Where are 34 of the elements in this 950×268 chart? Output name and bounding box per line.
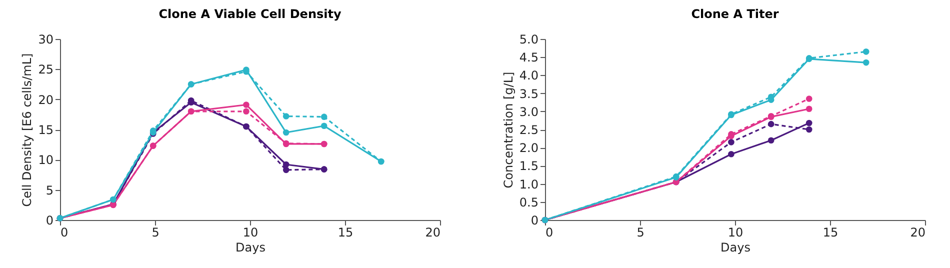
y-tick-label: 25	[38, 62, 54, 77]
y-tick-label: 10	[38, 153, 54, 168]
x-tick-label: 20	[910, 226, 926, 240]
y-tick-label: 2.5	[519, 123, 538, 137]
y-tick-label: 0	[46, 214, 54, 228]
x-tick-label: 10	[242, 226, 258, 240]
chart-title: Clone A Viable Cell Density	[158, 7, 342, 21]
y-tick-label: 5.0	[519, 32, 538, 46]
x-axis-title: Days	[720, 240, 750, 254]
y-tick-label: 3.5	[519, 86, 538, 101]
y-tick-label: 4.5	[519, 50, 538, 65]
x-tick-label: 10	[728, 226, 744, 240]
x-tick-label: 0	[60, 226, 68, 240]
y-tick-label: 1.0	[519, 177, 538, 192]
y-tick-label: 3.0	[519, 104, 538, 119]
x-tick-label: 0	[546, 226, 554, 240]
x-tick-label: 15	[338, 226, 354, 240]
chart-title: Clone A Titer	[691, 7, 779, 21]
y-tick-label: 4.0	[519, 68, 538, 83]
y-tick-label: 1.5	[519, 159, 538, 174]
x-tick-label: 15	[822, 226, 838, 240]
y-tick-label: 5	[46, 183, 54, 198]
x-tick-label: 5	[152, 226, 160, 240]
y-tick-label: 15	[38, 123, 54, 137]
y-axis-title: Cell Density [E6 cells/mL]	[20, 53, 34, 207]
x-tick-label: 20	[425, 226, 440, 240]
y-tick-label: 30	[38, 32, 54, 46]
y-tick-label: 0.5	[519, 195, 538, 210]
x-tick-label: 5	[636, 226, 644, 240]
y-tick-label: 20	[38, 92, 54, 107]
y-tick-label: 2.0	[519, 141, 538, 156]
x-axis-title: Days	[236, 240, 266, 254]
y-tick-label: 0	[530, 214, 538, 228]
y-axis-title: Concentration [g/L]	[501, 72, 516, 188]
